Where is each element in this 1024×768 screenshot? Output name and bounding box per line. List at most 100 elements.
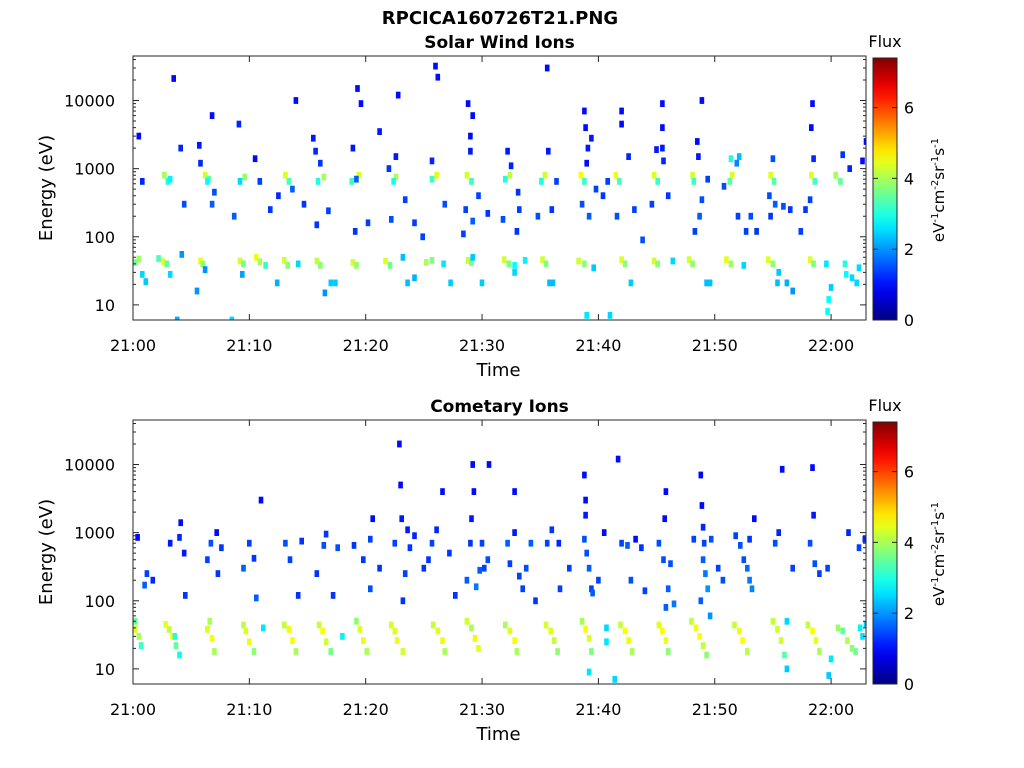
heatmap-cell: [767, 192, 772, 200]
heatmap-cell: [503, 175, 508, 183]
heatmap-cell: [286, 626, 292, 633]
heatmap-cell: [582, 260, 587, 268]
heatmap-cell: [215, 570, 221, 577]
heatmap-cell: [507, 560, 513, 568]
heatmap-cell: [628, 279, 634, 287]
heatmap-cell: [700, 556, 706, 564]
heatmap-cell: [811, 511, 816, 519]
heatmap-cell: [512, 529, 517, 536]
heatmap-cell: [622, 627, 628, 635]
heatmap-cell: [613, 171, 619, 179]
heatmap-cell: [582, 471, 587, 479]
heatmap-cell: [517, 206, 522, 213]
heatmap-cell: [505, 147, 510, 155]
heatmap-cell: [619, 107, 624, 115]
heatmap-cell: [166, 626, 172, 633]
heatmap-cell: [665, 648, 671, 655]
heatmap-cell: [768, 171, 773, 179]
heatmap-cell: [469, 515, 474, 523]
y-axis-label: Energy (eV): [36, 499, 57, 605]
heatmap-cell: [392, 627, 398, 635]
heatmap-cell: [402, 570, 408, 577]
heatmap-cell: [283, 539, 288, 547]
heatmap-cell: [626, 153, 631, 160]
heatmap-cell: [479, 539, 485, 547]
heatmap-cell: [728, 260, 734, 268]
heatmap-cell: [586, 564, 592, 572]
heatmap-cell: [156, 255, 161, 262]
heatmap-cell: [202, 171, 208, 179]
heatmap-cell: [699, 196, 705, 204]
heatmap-cell: [322, 289, 328, 297]
axes-frame: [132, 55, 867, 321]
heatmap-cell: [601, 529, 607, 536]
heatmap-cell: [433, 62, 438, 70]
heatmap-cell: [843, 271, 849, 278]
heatmap-cell: [847, 165, 852, 172]
heatmap-cell: [715, 564, 721, 572]
x-tick-label: 21:40: [575, 700, 621, 719]
heatmap-cell: [263, 262, 268, 269]
heatmap-cell: [172, 633, 178, 640]
heatmap-cell: [167, 271, 173, 278]
x-tick-label: 22:00: [808, 336, 854, 355]
heatmap-cell: [240, 271, 245, 278]
heatmap-cell: [584, 159, 589, 167]
heatmap-cell: [699, 502, 705, 509]
heatmap-cell: [589, 134, 594, 142]
heatmap-cell: [807, 539, 813, 547]
y-tick-label: 10000: [64, 456, 115, 475]
heatmap-cell: [197, 141, 202, 149]
heatmap-cell: [507, 171, 513, 179]
heatmap-cell: [554, 178, 559, 185]
heatmap-cell: [542, 171, 548, 179]
heatmap-cell: [622, 260, 628, 268]
figure-title: RPCICA160726T21.PNG: [382, 8, 618, 29]
heatmap-cell: [700, 523, 706, 531]
heatmap-cell: [315, 178, 321, 185]
heatmap-cell: [863, 621, 866, 628]
x-tick-label: 21:40: [575, 336, 621, 355]
heatmap-cell: [400, 253, 406, 261]
heatmap-cell: [469, 178, 474, 185]
heatmap-cell: [698, 471, 704, 479]
heatmap-cell: [661, 556, 666, 564]
heatmap-cell: [435, 627, 441, 635]
heatmap-cell: [368, 535, 373, 543]
heatmap-cell: [389, 216, 394, 223]
heatmap-cell: [686, 256, 692, 264]
heatmap-cell: [615, 455, 621, 463]
heatmap-cell: [468, 147, 473, 155]
heatmap-cell: [803, 206, 808, 213]
heatmap-cell: [171, 75, 176, 82]
heatmap-cell: [689, 617, 694, 625]
heatmap-cell: [507, 627, 513, 635]
heatmap-cell: [515, 188, 521, 196]
heatmap-cell: [768, 212, 773, 220]
heatmap-cell: [482, 564, 487, 572]
heatmap-cell: [441, 260, 446, 268]
heatmap-cell: [604, 624, 609, 632]
heatmap-cell: [778, 637, 784, 644]
heatmap-cell: [464, 617, 470, 625]
heatmap-cell: [207, 617, 213, 625]
heatmap-cell: [178, 144, 183, 152]
heatmap-cell: [734, 159, 740, 167]
heatmap-cell: [335, 544, 340, 552]
heatmap-cell: [320, 627, 325, 635]
heatmap-cell: [370, 515, 375, 523]
heatmap-cell: [697, 212, 702, 220]
heatmap-cell: [582, 535, 587, 543]
heatmap-cell: [202, 266, 208, 273]
heatmap-cell: [237, 178, 243, 185]
heatmap-cell: [355, 85, 360, 92]
heatmap-cell: [695, 138, 700, 145]
heatmap-cell: [276, 192, 281, 200]
x-tick-label: 21:10: [226, 336, 272, 355]
heatmap-cell: [164, 260, 169, 268]
heatmap-cell: [584, 312, 589, 319]
heatmap-cell: [704, 651, 709, 659]
heatmap-cell: [693, 624, 699, 632]
heatmap-cell: [765, 256, 771, 264]
